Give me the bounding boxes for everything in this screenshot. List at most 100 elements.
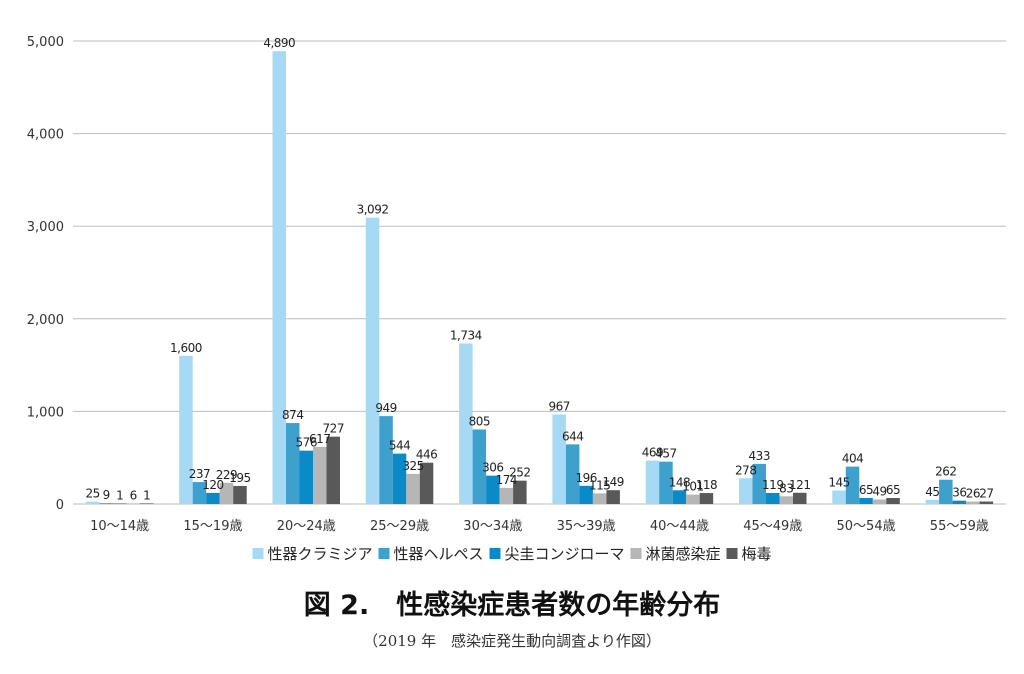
bar <box>872 499 887 504</box>
data-labels: 25 9 1 6 11,6002371202291954,890874576617727… <box>86 36 994 502</box>
bar <box>379 416 393 504</box>
legend: 性器クラミジア 性器ヘルペス 尖圭コンジローマ 淋菌感染症 梅毒 <box>252 545 772 563</box>
x-category-label: 40～44歳 <box>650 519 709 534</box>
data-label: 65 <box>886 483 900 497</box>
data-label: 469 <box>642 446 663 460</box>
x-category-label: 55～59歳 <box>930 519 989 534</box>
bar <box>326 436 340 504</box>
data-label: 26 <box>966 487 980 501</box>
bar <box>686 494 700 504</box>
bar <box>832 490 846 504</box>
x-category-label: 20～24歳 <box>277 519 336 534</box>
bar <box>139 503 154 504</box>
data-label: 237 <box>189 467 210 481</box>
data-label: 115 <box>589 478 610 492</box>
data-label: 1 <box>143 488 150 502</box>
bar <box>472 429 487 504</box>
data-label: 148 <box>669 475 690 489</box>
data-label: 174 <box>496 473 517 487</box>
legend-label: 梅毒 <box>742 545 772 563</box>
data-label: 4,890 <box>263 36 295 50</box>
bar <box>979 501 994 504</box>
data-label: 446 <box>416 448 437 462</box>
bar <box>499 487 514 504</box>
data-label: 119 <box>762 478 783 492</box>
data-label: 49 <box>872 484 886 498</box>
y-tick-label: 4,000 <box>27 128 64 143</box>
x-axis-categories: 10～14歳 15～19歳 20～24歳 25～29歳 30～34歳 35～39歳 40～4… <box>90 519 989 534</box>
y-tick-label: 5,000 <box>27 35 64 50</box>
bar <box>219 482 234 504</box>
data-label: 1,734 <box>450 328 482 342</box>
legend-swatch <box>252 548 264 559</box>
data-label: 404 <box>842 452 863 466</box>
legend-item: 尖圭コンジローマ <box>489 545 625 563</box>
legend-swatch <box>489 548 501 559</box>
bar <box>419 462 434 504</box>
y-tick-label: 1,000 <box>27 405 64 420</box>
bar <box>739 478 753 504</box>
data-label: 118 <box>696 478 717 492</box>
data-label: 1,600 <box>170 341 202 355</box>
data-label: 644 <box>562 429 583 443</box>
data-label: 457 <box>655 447 676 461</box>
bar <box>659 461 673 504</box>
bar <box>766 492 780 504</box>
bar <box>845 466 860 504</box>
legend-label: 性器クラミジア <box>268 545 373 563</box>
legend-label: 性器ヘルペス <box>394 545 484 563</box>
x-category-label: 10～14歳 <box>90 519 149 534</box>
legend-swatch <box>630 548 642 559</box>
data-label: 25 <box>86 487 100 501</box>
legend-label: 淋菌感染症 <box>646 545 721 563</box>
data-label: 6 <box>130 488 137 502</box>
data-label: 433 <box>749 449 770 463</box>
x-category-label: 15～19歳 <box>183 519 242 534</box>
data-label: 120 <box>202 478 223 492</box>
bar <box>886 497 900 504</box>
legend-item: 性器クラミジア <box>252 545 373 563</box>
bar <box>939 479 953 504</box>
bar <box>179 355 193 504</box>
legend-item: 淋菌感染症 <box>630 545 721 563</box>
bar <box>513 480 527 504</box>
gridlines <box>73 40 1006 505</box>
bar <box>192 482 207 504</box>
y-tick-label: 3,000 <box>27 220 64 235</box>
bar <box>793 492 807 504</box>
bar <box>645 460 660 504</box>
data-label: 149 <box>602 475 623 489</box>
bar <box>299 450 313 504</box>
bar <box>925 499 940 504</box>
data-label: 306 <box>482 461 503 475</box>
bar <box>486 475 500 504</box>
data-label: 121 <box>789 478 810 492</box>
data-label: 805 <box>469 414 490 428</box>
bar <box>99 503 113 504</box>
data-label: 65 <box>859 483 873 497</box>
data-label: 262 <box>935 465 956 479</box>
data-label: 967 <box>548 399 569 413</box>
bar <box>206 492 220 504</box>
x-category-label: 50～54歳 <box>837 519 896 534</box>
data-label: 1 <box>116 488 123 502</box>
data-label: 544 <box>389 439 410 453</box>
y-tick-label: 2,000 <box>27 313 64 328</box>
legend-item: 梅毒 <box>726 545 772 563</box>
figure-title: 図 2. 性感染症患者数の年齢分布 <box>304 589 720 621</box>
bar <box>406 473 420 504</box>
bar <box>233 485 247 504</box>
legend-label: 尖圭コンジローマ <box>505 545 625 563</box>
bar <box>579 485 593 504</box>
data-label: 949 <box>375 401 396 415</box>
data-label: 617 <box>309 432 330 446</box>
bar <box>126 503 140 504</box>
data-label: 83 <box>779 481 793 495</box>
data-label: 727 <box>323 422 344 436</box>
bar <box>966 501 980 504</box>
data-label: 45 <box>925 485 939 499</box>
data-label: 874 <box>282 408 303 422</box>
bar <box>672 490 687 504</box>
bar <box>286 423 300 504</box>
x-category-label: 45～49歳 <box>743 519 802 534</box>
